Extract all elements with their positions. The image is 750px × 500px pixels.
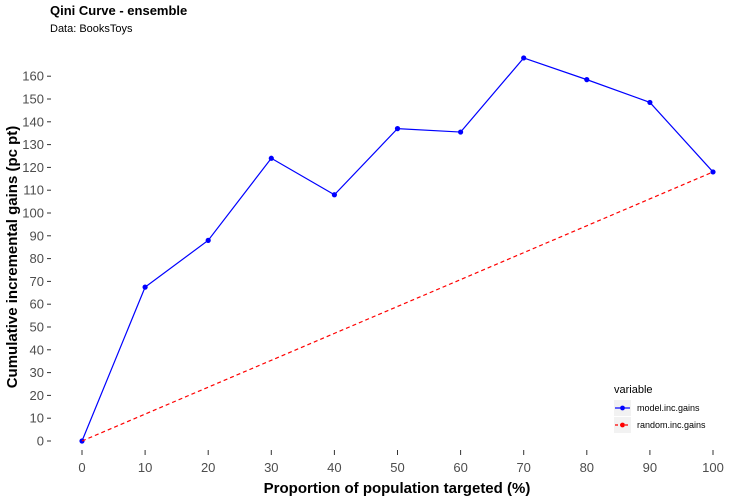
point-model.inc.gains-80 [584,77,590,83]
y-tick-label-20: 20 [30,388,44,403]
point-model.inc.gains-100 [710,169,716,175]
point-model.inc.gains-50 [394,126,401,132]
x-tick-label-30: 30 [264,460,278,475]
y-axis-title: Cumulative incremental gains (pc pt) [4,126,21,389]
legend-key-point-model.inc.gains [620,405,625,411]
legend-item-random.inc.gains: random.inc.gains [614,417,706,433]
y-tick-label-120: 120 [22,160,44,175]
point-model.inc.gains-40 [331,192,337,198]
y-tick-label-90: 90 [30,228,44,243]
point-model.inc.gains-60 [458,129,464,135]
point-model.inc.gains-70 [521,55,527,61]
y-tick-label-30: 30 [30,365,44,380]
y-tick-label-150: 150 [22,92,44,107]
y-tick-label-70: 70 [30,274,44,289]
y-tick-label-10: 10 [30,411,44,426]
x-tick-label-20: 20 [201,460,215,475]
point-model.inc.gains-20 [205,237,211,243]
y-tick-label-40: 40 [30,342,44,357]
y-tick-label-140: 140 [22,114,44,129]
legend: variable model.inc.gains random.inc.gains [614,384,706,433]
x-tick-label-50: 50 [390,460,404,475]
legend-label-random.inc.gains: random.inc.gains [637,420,706,430]
x-tick-label-70: 70 [516,460,530,475]
y-tick-label-160: 160 [22,69,44,84]
legend-key-point-random.inc.gains [620,422,625,428]
y-tick-label-100: 100 [22,206,44,221]
y-tick-label-50: 50 [30,320,44,335]
x-tick-label-100: 100 [702,460,724,475]
x-tick-label-40: 40 [327,460,341,475]
x-axis: 0 10 20 30 40 50 60 70 80 90 100 [78,450,724,475]
series-line-random.inc.gains [81,171,714,442]
y-tick-label-80: 80 [30,251,44,266]
x-tick-label-80: 80 [580,460,594,475]
y-tick-label-130: 130 [22,137,44,152]
point-model.inc.gains-90 [647,99,653,106]
chart-subtitle: Data: BooksToys [50,23,133,35]
point-model.inc.gains-10 [142,284,148,290]
series-random.inc.gains [81,171,714,442]
point-model.inc.gains-30 [268,155,274,161]
legend-label-model.inc.gains: model.inc.gains [637,403,700,413]
y-axis: 0 10 20 30 40 50 60 70 80 90 100 110 120 130 140 150 160 [22,69,51,449]
x-tick-label-0: 0 [78,460,85,475]
y-tick-label-0: 0 [37,434,44,449]
x-tick-label-60: 60 [453,460,467,475]
x-axis-title: Proportion of population targeted (%) [264,480,531,497]
legend-item-model.inc.gains: model.inc.gains [614,400,700,416]
y-tick-label-110: 110 [23,183,44,198]
legend-title: variable [614,384,653,396]
series-model.inc.gains [79,55,716,444]
series-layer [79,55,716,444]
chart-title: Qini Curve - ensemble [50,3,187,18]
x-tick-label-90: 90 [643,460,657,475]
y-tick-label-60: 60 [30,297,44,312]
x-tick-label-10: 10 [138,460,152,475]
